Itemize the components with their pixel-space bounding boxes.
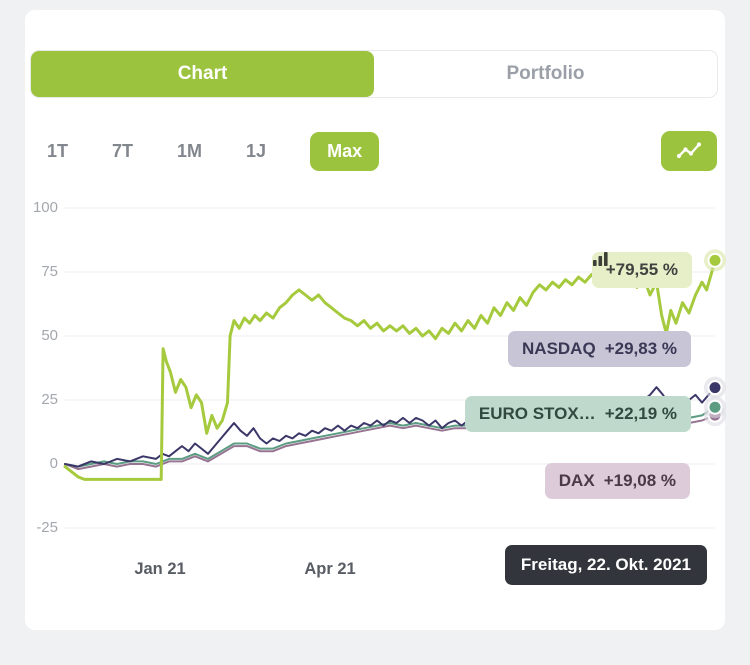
nasdaq-change-value: +29,83 % <box>604 339 677 358</box>
tab-portfolio[interactable]: Portfolio <box>506 63 585 84</box>
portfolio-change-value: +79,55 % <box>605 260 678 279</box>
performance-chart[interactable]: 100 75 50 25 0 -25 Jan 21 Apr 21 +79,55 % NASD… <box>33 199 726 585</box>
x-axis-label: Apr 21 <box>304 560 356 578</box>
chart-card: Chart Portfolio 1T 7T 1M 1J Max 100 75 50 2… <box>25 10 726 630</box>
y-axis-label: 75 <box>41 263 58 280</box>
dax-label: DAX <box>558 471 595 490</box>
eurostoxx-badge: EURO STOX… +22,19 % <box>464 396 691 432</box>
x-axis-label: Jan 21 <box>134 560 186 578</box>
view-tabs: Chart Portfolio <box>30 50 718 98</box>
portfolio-change-badge: +79,55 % <box>591 252 692 288</box>
y-axis-label: 100 <box>32 199 58 216</box>
y-axis-label: -25 <box>36 519 58 536</box>
line-chart-icon <box>676 142 702 159</box>
range-7t[interactable]: 7T <box>112 140 134 161</box>
range-max[interactable]: Max <box>310 131 380 171</box>
dax-badge: DAX +19,08 % <box>544 463 690 499</box>
nasdaq-badge: NASDAQ +29,83 % <box>508 331 691 367</box>
bar-chart-icon <box>592 252 608 266</box>
eurostoxx-label: EURO STOX… <box>478 404 596 423</box>
range-1m[interactable]: 1M <box>177 140 203 161</box>
dax-change-value: +19,08 % <box>603 471 676 490</box>
range-1j[interactable]: 1J <box>246 140 267 161</box>
eurostoxx-change-value: +22,19 % <box>604 404 677 423</box>
chart-type-button[interactable] <box>661 131 717 171</box>
y-axis-label: 25 <box>41 391 58 408</box>
range-selector: 1T 7T 1M 1J Max <box>47 131 380 171</box>
range-1t[interactable]: 1T <box>47 140 69 161</box>
y-axis-label: 50 <box>41 327 58 344</box>
date-tooltip: Freitag, 22. Okt. 2021 <box>504 545 707 585</box>
nasdaq-label: NASDAQ <box>522 339 596 358</box>
tab-chart[interactable]: Chart <box>31 51 374 97</box>
y-axis-label: 0 <box>49 455 58 472</box>
